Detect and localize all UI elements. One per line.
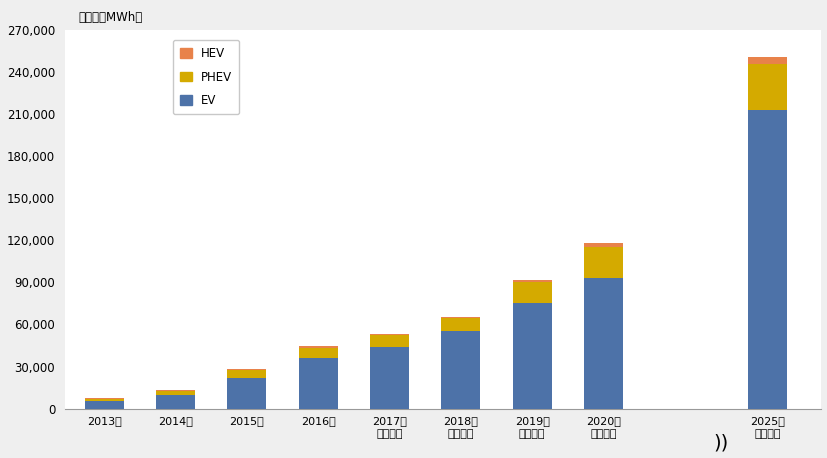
- Bar: [441, 318, 480, 332]
- Bar: [512, 280, 551, 283]
- Legend: HEV, PHEV, EV: HEV, PHEV, EV: [173, 40, 239, 114]
- Bar: [512, 304, 551, 409]
- Bar: [155, 394, 195, 409]
- Text: )): )): [713, 434, 728, 453]
- Bar: [583, 278, 623, 409]
- Bar: [370, 347, 409, 409]
- Bar: [227, 370, 266, 378]
- Bar: [299, 358, 337, 409]
- Bar: [747, 110, 786, 409]
- Bar: [370, 333, 409, 335]
- Text: （単位：MWh）: （単位：MWh）: [79, 11, 143, 24]
- Bar: [84, 398, 123, 399]
- Bar: [155, 390, 195, 391]
- Bar: [441, 332, 480, 409]
- Bar: [441, 317, 480, 318]
- Bar: [227, 369, 266, 370]
- Bar: [84, 399, 123, 401]
- Bar: [84, 401, 123, 409]
- Bar: [583, 243, 623, 247]
- Bar: [155, 391, 195, 394]
- Bar: [512, 283, 551, 304]
- Bar: [299, 348, 337, 358]
- Bar: [747, 64, 786, 110]
- Bar: [227, 378, 266, 409]
- Bar: [370, 335, 409, 347]
- Bar: [299, 346, 337, 348]
- Bar: [583, 247, 623, 278]
- Bar: [747, 57, 786, 64]
